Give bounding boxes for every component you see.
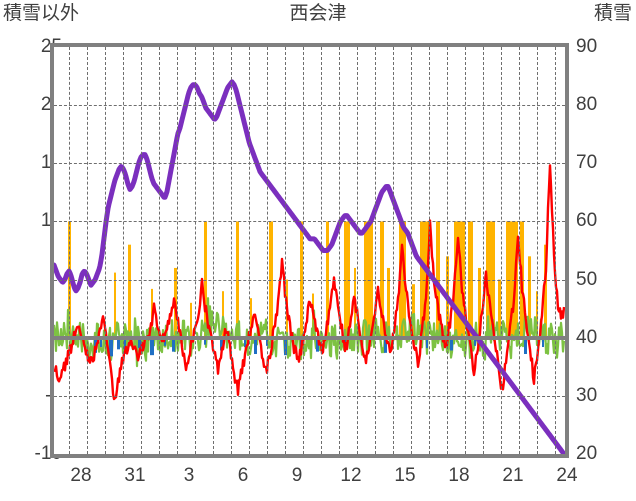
x-tick-label: 18 xyxy=(448,465,470,486)
gridline-vertical xyxy=(339,47,340,454)
y-tick-label-right: 40 xyxy=(576,326,598,348)
snowfall-bar xyxy=(150,337,154,356)
gridline-vertical xyxy=(483,47,484,454)
gridline-vertical xyxy=(375,47,376,454)
x-tick-label: 15 xyxy=(394,465,416,486)
gridline-horizontal xyxy=(54,221,565,223)
gridline-vertical xyxy=(501,47,502,454)
gridline-vertical xyxy=(411,47,412,454)
snowfall-bar xyxy=(524,337,527,354)
precipitation-bar xyxy=(528,256,531,338)
precipitation-bar xyxy=(114,272,116,338)
chart-title: 西会津 xyxy=(289,3,347,24)
snowfall-bar xyxy=(244,337,246,348)
data-series-layer xyxy=(54,79,565,454)
gridline-vertical xyxy=(303,47,304,454)
x-tick-label: 6 xyxy=(237,465,249,486)
gridline-vertical xyxy=(465,47,466,454)
gridline-horizontal xyxy=(54,105,565,107)
snowfall-bar xyxy=(426,337,428,349)
gridline-vertical xyxy=(231,47,232,454)
snowfall-bar xyxy=(316,337,319,352)
x-tick-label: 24 xyxy=(556,465,578,486)
snowfall-bar xyxy=(124,337,126,354)
gridline-vertical xyxy=(159,47,160,454)
x-tick-label: 28 xyxy=(70,465,92,486)
snowfall-bar xyxy=(172,337,175,352)
y-tick-label-right: 70 xyxy=(576,152,598,174)
precipitation-bar xyxy=(544,244,547,338)
x-tick-label: 9 xyxy=(291,465,303,486)
snow-depth-series-line xyxy=(54,79,565,454)
gridline-vertical xyxy=(537,47,538,454)
gridline-vertical xyxy=(447,47,448,454)
gridline-vertical xyxy=(195,47,196,454)
precipitation-bar xyxy=(250,298,252,338)
snowfall-bar xyxy=(220,337,223,351)
precipitation-bar xyxy=(478,267,481,338)
snowfall-bar xyxy=(474,337,476,346)
y-tick-label-right: 30 xyxy=(576,384,598,406)
y-tick-label-right: 60 xyxy=(576,210,598,232)
left-axis-title: 積雪以外 xyxy=(3,3,80,24)
precipitation-bar xyxy=(190,302,192,338)
x-tick-label: 21 xyxy=(502,465,524,486)
snowfall-bar xyxy=(204,337,206,345)
y-tick-label-right: 50 xyxy=(576,268,598,290)
gridline-vertical xyxy=(69,47,70,454)
gridline-horizontal xyxy=(54,279,565,281)
snowfall-bar xyxy=(450,337,453,351)
y-tick-label-right: 80 xyxy=(576,94,598,116)
gridline-vertical xyxy=(141,47,142,454)
precipitation-bar xyxy=(128,244,131,338)
right-axis-title: 積雪 xyxy=(593,3,632,24)
precipitation-bar xyxy=(412,284,415,338)
gridline-vertical xyxy=(393,47,394,454)
gridline-vertical xyxy=(213,47,214,454)
snowfall-bar xyxy=(109,337,113,357)
gridline-vertical xyxy=(177,47,178,454)
gridline-vertical xyxy=(87,47,88,454)
plot-inner xyxy=(54,47,565,454)
snowfall-bar xyxy=(117,337,120,350)
y-tick-label-right: 20 xyxy=(576,443,598,464)
snowfall-bar xyxy=(100,337,102,348)
y-tick-label-right: 90 xyxy=(576,36,598,57)
gridline-vertical xyxy=(267,47,268,454)
gridline-vertical xyxy=(285,47,286,454)
gridline-vertical xyxy=(357,47,358,454)
x-tick-label: 3 xyxy=(183,465,195,486)
x-tick-label: 31 xyxy=(124,465,146,486)
gridline-vertical xyxy=(519,47,520,454)
gridline-horizontal xyxy=(54,163,565,165)
gridline-vertical xyxy=(249,47,250,454)
snowfall-bar xyxy=(542,337,544,348)
gridline-vertical xyxy=(555,47,556,454)
gridline-vertical xyxy=(429,47,430,454)
gridline-vertical xyxy=(321,47,322,454)
precipitation-bar xyxy=(387,267,390,338)
plot-area xyxy=(50,43,569,458)
gridline-horizontal xyxy=(54,395,565,397)
x-tick-label: 12 xyxy=(340,465,362,486)
gridline-vertical xyxy=(105,47,106,454)
zero-baseline xyxy=(54,335,565,340)
gridline-vertical xyxy=(123,47,124,454)
precipitation-bar xyxy=(222,291,224,338)
precipitation-bar xyxy=(498,279,501,338)
snowfall-bar xyxy=(254,337,257,354)
snowfall-bar xyxy=(384,337,387,353)
snowfall-bar xyxy=(138,337,141,349)
